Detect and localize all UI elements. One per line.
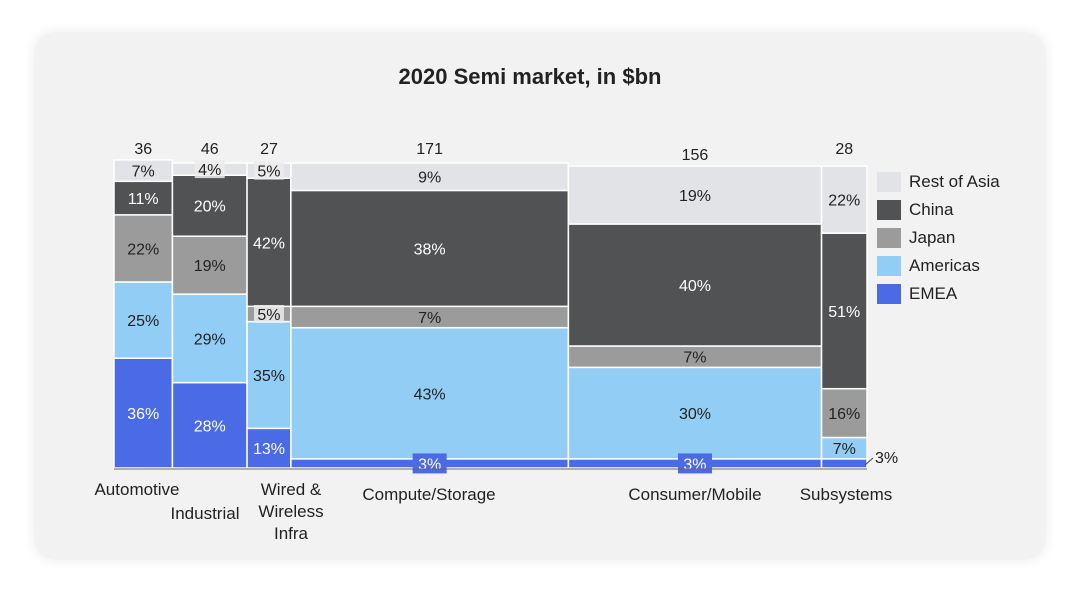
legend-item-china: China	[877, 196, 1000, 224]
segment-label-compute-storage-emea: 3%	[418, 456, 441, 473]
segment-wired-wireless-infra-americas	[246, 320, 292, 430]
category-label-wired-wireless-infra: Wired & Wireless Infra	[258, 480, 323, 543]
segment-label-bg-wired-wireless-infra-japan	[253, 304, 284, 323]
legend-item-emea: EMEA	[877, 280, 1000, 308]
segment-subsystems-rest-of-asia	[820, 165, 868, 234]
legend-item-japan: Japan	[877, 224, 1000, 252]
legend-swatch-china	[877, 200, 901, 220]
segment-label-bg-wired-wireless-infra-rest-of-asia	[253, 161, 284, 180]
chart-legend: Rest of Asia China Japan Americas EMEA	[877, 168, 1000, 308]
segment-label-bg-compute-storage-emea	[412, 453, 447, 474]
category-label-consumer-mobile: Consumer/Mobile	[628, 485, 761, 504]
legend-item-americas: Americas	[877, 252, 1000, 280]
segment-label-industrial-china: 20%	[194, 199, 226, 216]
segment-label-subsystems-japan: 16%	[828, 406, 860, 423]
legend-swatch-rest-of-asia	[877, 172, 901, 192]
segment-label-consumer-mobile-china: 40%	[679, 278, 711, 295]
segment-label-automotive-japan: 22%	[127, 241, 159, 258]
legend-label-china: China	[909, 200, 954, 219]
chart-title: 2020 Semi market, in $bn	[398, 64, 662, 89]
segment-label-wired-wireless-infra-americas: 35%	[253, 368, 285, 385]
segment-label-subsystems-emea: 3%	[875, 450, 898, 467]
segment-compute-storage-rest-of-asia	[290, 162, 570, 192]
segment-label-wired-wireless-infra-china: 42%	[253, 235, 285, 252]
segment-label-compute-storage-americas: 43%	[414, 386, 446, 403]
segment-label-industrial-japan: 19%	[194, 258, 226, 275]
segment-label-industrial-rest-of-asia: 4%	[198, 162, 221, 179]
legend-swatch-americas	[877, 256, 901, 276]
segment-consumer-mobile-americas	[567, 366, 823, 460]
segment-label-wired-wireless-infra-emea: 13%	[253, 441, 285, 458]
segment-consumer-mobile-rest-of-asia	[567, 165, 823, 225]
legend-label-rest-of-asia: Rest of Asia	[909, 172, 1000, 191]
total-label-wired-wireless-infra: 27	[260, 141, 278, 158]
category-label-subsystems: Subsystems	[800, 485, 893, 504]
segment-consumer-mobile-china	[567, 223, 823, 347]
segment-label-subsystems-rest-of-asia: 22%	[828, 193, 860, 210]
segment-label-compute-storage-rest-of-asia: 9%	[418, 170, 441, 187]
segment-label-subsystems-americas: 7%	[833, 441, 856, 458]
segment-industrial-americas	[171, 293, 248, 384]
segment-compute-storage-china	[290, 189, 570, 308]
segment-label-bg-consumer-mobile-emea	[677, 453, 712, 474]
segment-wired-wireless-infra-china	[246, 177, 292, 308]
category-label-compute-storage: Compute/Storage	[362, 485, 495, 504]
legend-label-japan: Japan	[909, 228, 956, 247]
category-label-automotive: Automotive	[94, 480, 179, 499]
legend-swatch-japan	[877, 228, 901, 248]
segment-label-compute-storage-japan: 7%	[418, 310, 441, 327]
segment-label-automotive-rest-of-asia: 7%	[132, 164, 155, 181]
segment-label-automotive-americas: 25%	[127, 313, 159, 330]
segment-label-subsystems-china: 51%	[828, 304, 860, 321]
segment-label-compute-storage-china: 38%	[414, 241, 446, 258]
legend-swatch-emea	[877, 284, 901, 304]
segment-label-industrial-emea: 28%	[194, 418, 226, 435]
leader-line-subsystems	[864, 457, 874, 466]
legend-item-rest-of-asia: Rest of Asia	[877, 168, 1000, 196]
total-label-industrial: 46	[201, 141, 219, 158]
segment-label-consumer-mobile-emea: 3%	[683, 456, 706, 473]
category-label-industrial: Industrial	[171, 504, 240, 523]
total-label-compute-storage: 171	[416, 141, 443, 158]
segment-automotive-emea	[113, 357, 174, 469]
total-label-consumer-mobile: 156	[682, 147, 709, 164]
segment-label-industrial-americas: 29%	[194, 331, 226, 348]
segment-subsystems-emea	[820, 458, 868, 469]
total-label-subsystems: 28	[835, 141, 853, 158]
legend-label-emea: EMEA	[909, 284, 958, 303]
total-label-automotive: 36	[134, 141, 152, 158]
segment-label-wired-wireless-infra-japan: 5%	[257, 307, 280, 324]
segment-label-automotive-emea: 36%	[127, 406, 159, 423]
segment-subsystems-china	[820, 232, 868, 390]
segment-label-automotive-china: 11%	[128, 191, 159, 208]
segment-label-consumer-mobile-rest-of-asia: 19%	[679, 188, 711, 205]
legend-label-americas: Americas	[909, 256, 980, 275]
segment-label-consumer-mobile-japan: 7%	[683, 350, 706, 367]
segment-label-consumer-mobile-americas: 30%	[679, 406, 711, 423]
segment-label-wired-wireless-infra-rest-of-asia: 5%	[257, 164, 280, 181]
segment-industrial-china	[171, 174, 248, 237]
segment-label-bg-industrial-rest-of-asia	[194, 160, 225, 179]
